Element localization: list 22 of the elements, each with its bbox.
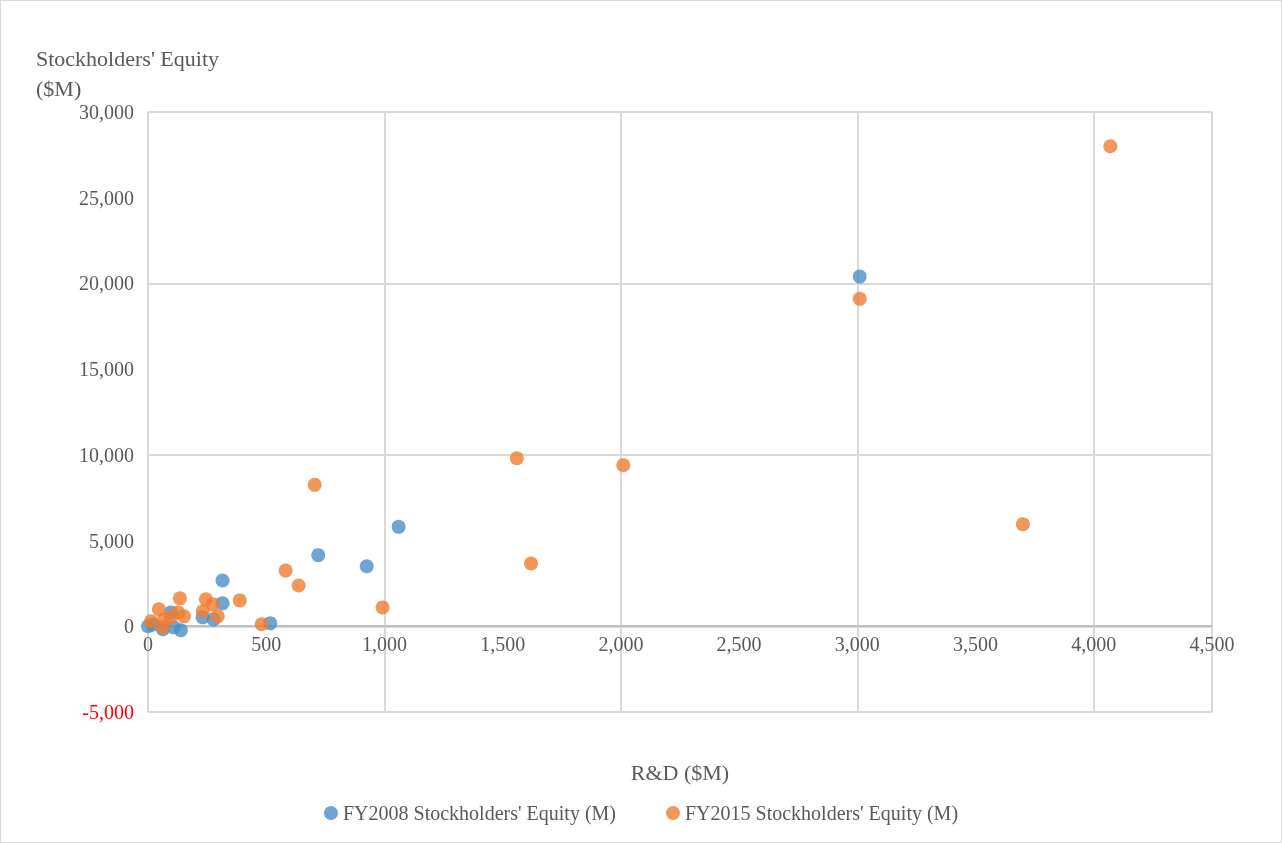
y-tick-label: 30,000 [79,101,134,123]
y-axis-title: Stockholders' Equity ($M) [36,45,220,101]
x-tick-label: 1,500 [480,633,526,655]
x-tick-label: 3,000 [834,633,880,655]
y-tick-label: 0 [124,615,134,638]
x-tick-label: 4,500 [1189,633,1235,655]
x-tick-label: 500 [251,633,282,655]
y-tick-label: 15,000 [79,358,134,381]
y-tick-label: 5,000 [89,529,134,552]
y-tick-label: 20,000 [79,272,134,295]
x-tick-label: 0 [143,633,153,655]
y-tick-label: 10,000 [79,443,134,466]
legend-label: FY2015 Stockholders' Equity (M) [685,802,959,825]
y-tick-label: 25,000 [79,186,134,209]
x-axis-title: R&D ($M) [630,759,730,785]
y-tick-label: -5,000 [82,701,134,723]
x-tick-label: 4,000 [1071,633,1117,655]
x-tick-label: 1,000 [361,633,407,655]
x-tick-label: 3,500 [953,633,999,655]
legend-label: FY2008 Stockholders' Equity (M) [342,802,617,825]
x-tick-label: 2,000 [598,633,644,655]
x-tick-label: 2,500 [716,633,762,655]
